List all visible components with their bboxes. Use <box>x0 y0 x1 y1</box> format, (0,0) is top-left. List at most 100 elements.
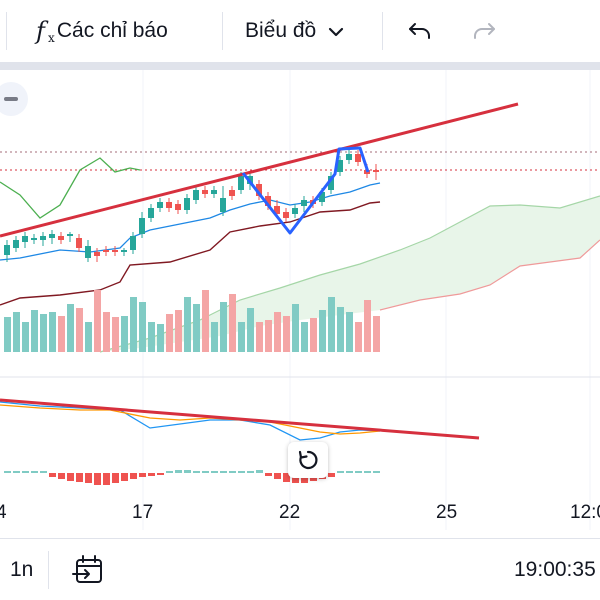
candle-body <box>22 236 28 242</box>
macd-histogram-bar <box>292 473 299 483</box>
redo-button[interactable] <box>470 0 498 62</box>
candle-body <box>274 206 280 214</box>
macd-line <box>0 401 381 441</box>
time-axis-label: 4 <box>0 502 7 523</box>
candle-body <box>337 160 343 172</box>
price-trendline <box>0 102 519 238</box>
macd-histogram-bar <box>121 473 128 481</box>
volume-bar <box>139 302 146 352</box>
lagging-span-line <box>0 157 141 219</box>
chevron-down-icon <box>328 19 344 43</box>
volume-bar <box>211 322 218 352</box>
candle-body <box>40 236 46 240</box>
candle-body <box>256 184 262 196</box>
volume-bar <box>292 304 299 352</box>
macd-histogram-bar <box>211 471 218 473</box>
interval-label: 1n <box>10 558 34 581</box>
candle-body <box>292 208 298 214</box>
candle-body <box>166 202 172 208</box>
chart-canvas[interactable] <box>0 70 600 530</box>
clock-time[interactable]: 19:00:35 <box>514 558 596 581</box>
macd-histogram-bar <box>67 473 74 481</box>
volume-bar <box>13 312 20 352</box>
volume-bar <box>157 324 164 352</box>
candle-body <box>328 176 334 190</box>
macd-histogram-bar <box>274 473 281 479</box>
macd-histogram-bar <box>247 471 254 473</box>
macd-histogram-bar <box>4 471 11 473</box>
candlesticks <box>4 150 379 262</box>
undo-button[interactable] <box>406 0 434 62</box>
time-axis-label: 22 <box>279 502 301 523</box>
macd-histogram-bar <box>166 471 173 473</box>
candle-body <box>4 245 10 255</box>
candle-body <box>229 190 235 196</box>
volume-bar <box>364 300 371 352</box>
price-chart[interactable] <box>0 70 600 530</box>
candle-body <box>13 240 19 248</box>
candle-body <box>76 238 82 248</box>
undo-icon <box>409 23 430 39</box>
volume-bar <box>184 297 191 352</box>
volume-bar <box>94 290 101 352</box>
toolbar-separator <box>222 12 223 50</box>
volume-bar <box>229 294 236 352</box>
candle-body <box>283 212 289 218</box>
candle-body <box>49 234 55 238</box>
macd-histogram-bar <box>265 473 272 476</box>
refresh-icon <box>298 450 318 470</box>
time-axis-label: 12:0 <box>570 502 600 523</box>
macd-histogram-bar <box>202 471 209 473</box>
macd-histogram-bar <box>193 471 200 473</box>
volume-bar <box>40 314 47 352</box>
toolbar-divider-band <box>0 62 600 70</box>
macd-histogram-bar <box>283 473 290 482</box>
macd-histogram-bar <box>184 470 191 473</box>
goto-date-button[interactable] <box>72 553 106 587</box>
macd-histogram-bar <box>40 471 47 473</box>
collapse-pane-button[interactable] <box>0 82 28 116</box>
cloud-lower-line <box>379 239 600 311</box>
macd-histogram-bar <box>229 471 236 473</box>
volume-bar <box>220 302 227 352</box>
candle-body <box>220 198 226 212</box>
candle-body <box>265 196 271 206</box>
macd-histogram-bar <box>76 473 83 482</box>
macd-histogram-bar <box>103 473 110 485</box>
macd-histogram-bar <box>364 471 371 473</box>
candle-body <box>121 250 127 252</box>
candle-body <box>157 202 163 208</box>
candle-body <box>85 246 91 258</box>
candle-body <box>202 190 208 194</box>
w-pattern-drawing <box>241 146 370 235</box>
volume-bar <box>103 312 110 352</box>
macd-histogram-bar <box>49 473 56 477</box>
chart-type-button[interactable]: Biểu đồ <box>245 0 344 62</box>
volume-bar <box>121 316 128 352</box>
macd-histogram-bar <box>328 473 335 477</box>
interval-button[interactable]: 1n <box>10 539 33 600</box>
reset-chart-button[interactable] <box>288 442 328 478</box>
volume-bar <box>175 310 182 352</box>
candle-body <box>319 192 325 202</box>
volume-bar <box>265 320 272 352</box>
volume-bar <box>274 312 281 352</box>
macd-histogram-bar <box>157 473 164 475</box>
chart-type-label: Biểu đồ <box>245 19 317 42</box>
candle-body <box>112 250 118 252</box>
volume-bar <box>112 317 119 352</box>
volume-bar <box>85 322 92 352</box>
indicators-label: Các chỉ báo <box>56 19 168 42</box>
macd-histogram-bar <box>130 473 137 479</box>
volume-bar <box>328 297 335 352</box>
candle-body <box>58 236 64 240</box>
candle-body <box>355 154 361 162</box>
signal-line <box>0 404 381 435</box>
volume-bar <box>31 310 38 352</box>
candle-body <box>139 218 145 234</box>
macd-histogram-bar <box>301 473 308 483</box>
volume-bar <box>202 290 209 352</box>
